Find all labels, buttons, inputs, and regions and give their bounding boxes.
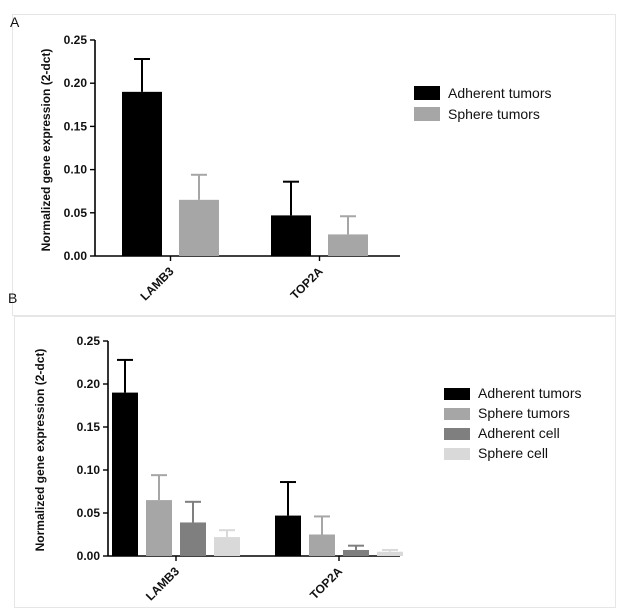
- y-tick-label: 0.15: [64, 119, 88, 133]
- bar: [112, 392, 138, 556]
- legend-label: Sphere tumors: [478, 405, 570, 421]
- bar: [122, 91, 162, 256]
- y-tick-label: 0.05: [77, 506, 101, 520]
- bar: [377, 551, 403, 556]
- y-tick-label: 0.10: [64, 163, 88, 177]
- bar: [275, 515, 301, 556]
- legend-swatch: [414, 107, 440, 121]
- legend-label: Adherent tumors: [478, 385, 582, 401]
- bar: [180, 522, 206, 556]
- y-tick-label: 0.20: [77, 377, 101, 391]
- chart-b: 0.00 0.05 0.10 0.15 0.20 0.25 Normalized gene …: [33, 334, 582, 603]
- legend-label: Adherent tumors: [448, 85, 552, 101]
- y-axis-label: Normalized gene expression (2-dct): [39, 49, 53, 252]
- y-tick-label: 0.15: [77, 420, 101, 434]
- legend: Adherent tumors Sphere tumors: [414, 85, 552, 122]
- bar: [328, 234, 368, 256]
- panel-b-letter: B: [8, 290, 18, 306]
- bar: [214, 537, 240, 556]
- legend-swatch: [444, 388, 470, 400]
- legend-label: Adherent cell: [478, 425, 560, 441]
- chart-a: 0.00 0.05 0.10 0.15 0.20 0.25 Normalized gene …: [39, 33, 552, 303]
- y-tick-label: 0.20: [64, 76, 88, 90]
- category-label: TOP2A: [307, 564, 345, 602]
- bar: [309, 534, 335, 556]
- bar: [343, 549, 369, 556]
- y-tick-label: 0.25: [77, 334, 101, 348]
- legend-swatch: [414, 86, 440, 100]
- y-tick-label: 0.00: [77, 549, 101, 563]
- bar: [179, 199, 219, 256]
- legend-label: Sphere tumors: [448, 106, 540, 122]
- y-tick-label: 0.00: [64, 249, 88, 263]
- category-label: LAMB3: [143, 564, 182, 603]
- panel-a-letter: A: [10, 14, 20, 30]
- bar: [146, 500, 172, 556]
- legend: Adherent tumors Sphere tumors Adherent cel…: [444, 385, 582, 461]
- bar: [271, 215, 311, 256]
- panel-a-frame: [12, 14, 616, 316]
- y-tick-label: 0.05: [64, 206, 88, 220]
- category-label: TOP2A: [288, 264, 326, 302]
- y-axis-label: Normalized gene expression (2-dct): [33, 349, 47, 552]
- y-tick-label: 0.10: [77, 463, 101, 477]
- legend-swatch: [444, 448, 470, 460]
- legend-swatch: [444, 428, 470, 440]
- y-tick-label: 0.25: [64, 33, 88, 47]
- legend-label: Sphere cell: [478, 445, 548, 461]
- legend-swatch: [444, 408, 470, 420]
- category-label: LAMB3: [137, 264, 176, 303]
